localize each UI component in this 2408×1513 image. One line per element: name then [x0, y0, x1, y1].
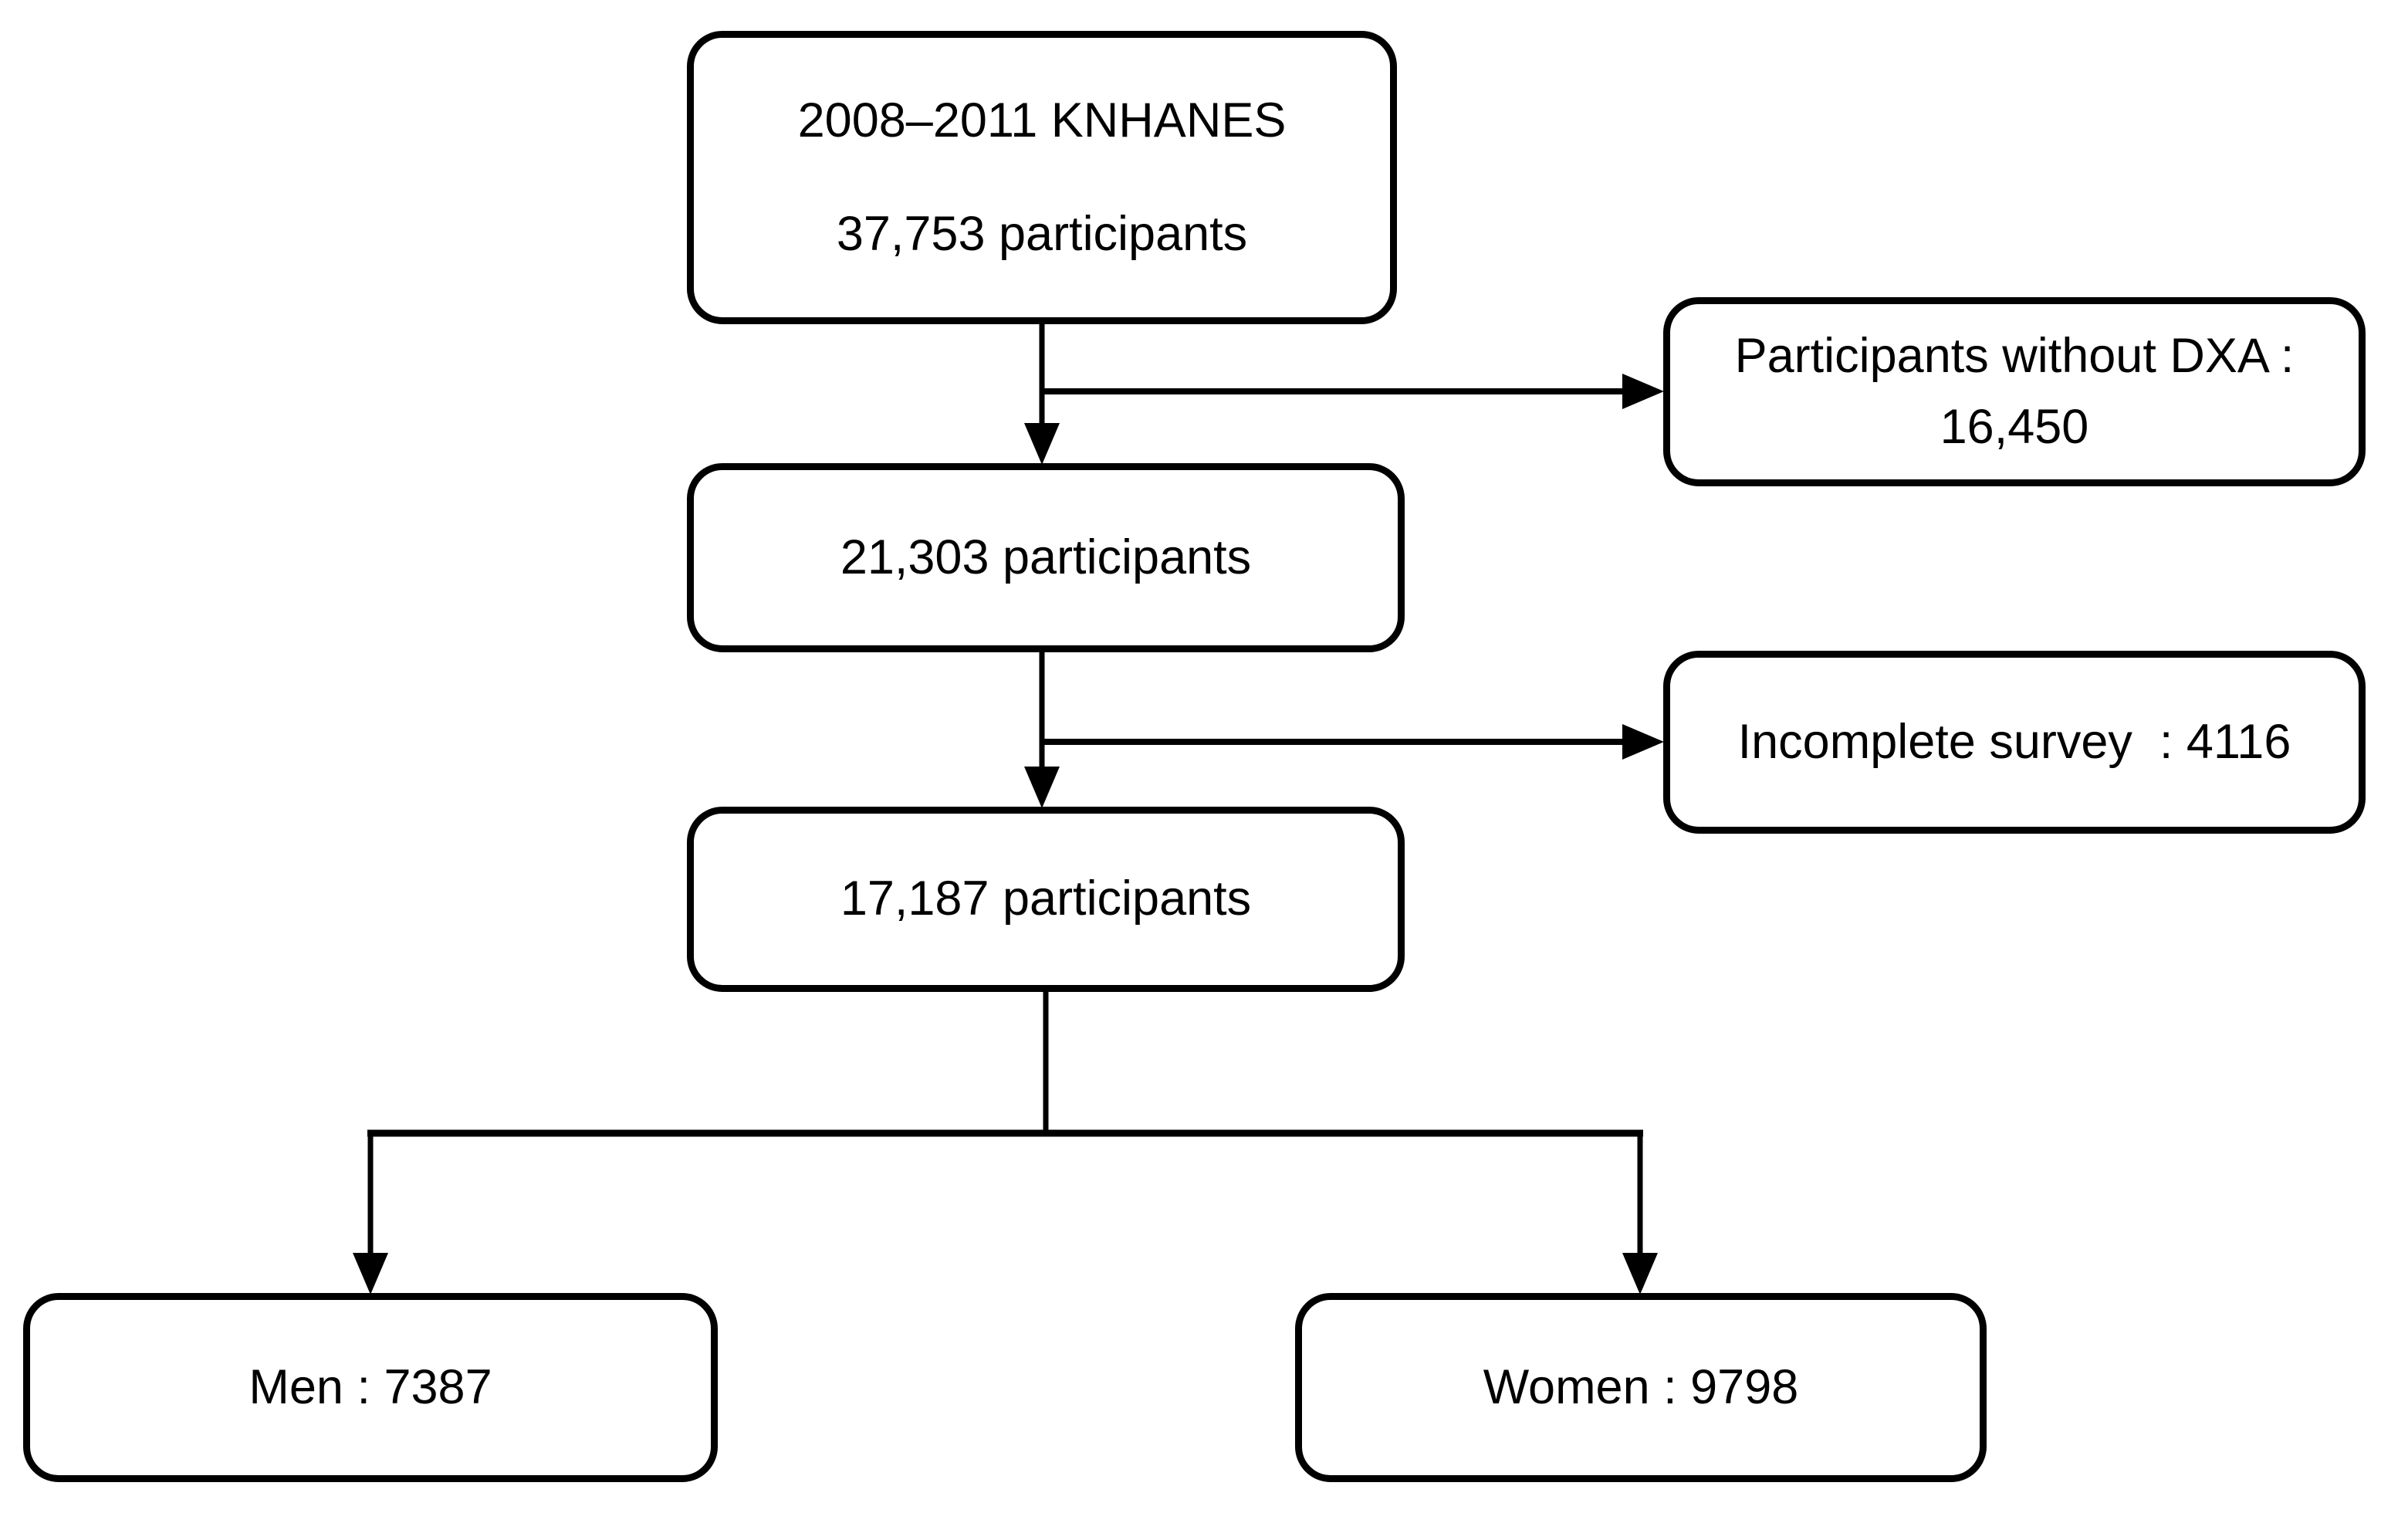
- arrowhead-down-men: [353, 1253, 388, 1295]
- box-excluded-incomplete-survey: Incomplete survey : 4116: [1663, 651, 2366, 834]
- arrowhead-down-women: [1622, 1253, 1658, 1295]
- men-count: Men : 7387: [249, 1359, 492, 1414]
- arrowhead-right-no-dxa: [1622, 374, 1664, 409]
- excluded-incomplete-survey-label: Incomplete survey : 4116: [1737, 714, 2291, 769]
- arrowhead-down-dxa: [1024, 423, 1060, 465]
- box-knhanes-source: 2008–2011 KNHANES 37,753 participants: [687, 31, 1397, 324]
- analytic-cohort-count: 17,187 participants: [840, 872, 1252, 926]
- box-dxa-cohort: 21,303 participants: [687, 463, 1405, 652]
- box-analytic-cohort: 17,187 participants: [687, 807, 1405, 992]
- arrowhead-down-final: [1024, 767, 1060, 808]
- box-excluded-no-dxa: Participants without DXA : 16,450: [1663, 297, 2366, 486]
- dxa-cohort-count: 21,303 participants: [840, 530, 1252, 584]
- knhanes-participant-count: 37,753 participants: [836, 206, 1248, 261]
- excluded-no-dxa-count: 16,450: [1940, 399, 2089, 454]
- box-men: Men : 7387: [23, 1293, 718, 1482]
- excluded-no-dxa-label: Participants without DXA :: [1734, 329, 2295, 384]
- women-count: Women : 9798: [1483, 1359, 1799, 1414]
- arrowhead-right-incomplete: [1622, 724, 1664, 760]
- box-women: Women : 9798: [1295, 1293, 1987, 1482]
- knhanes-title: 2008–2011 KNHANES: [797, 93, 1287, 147]
